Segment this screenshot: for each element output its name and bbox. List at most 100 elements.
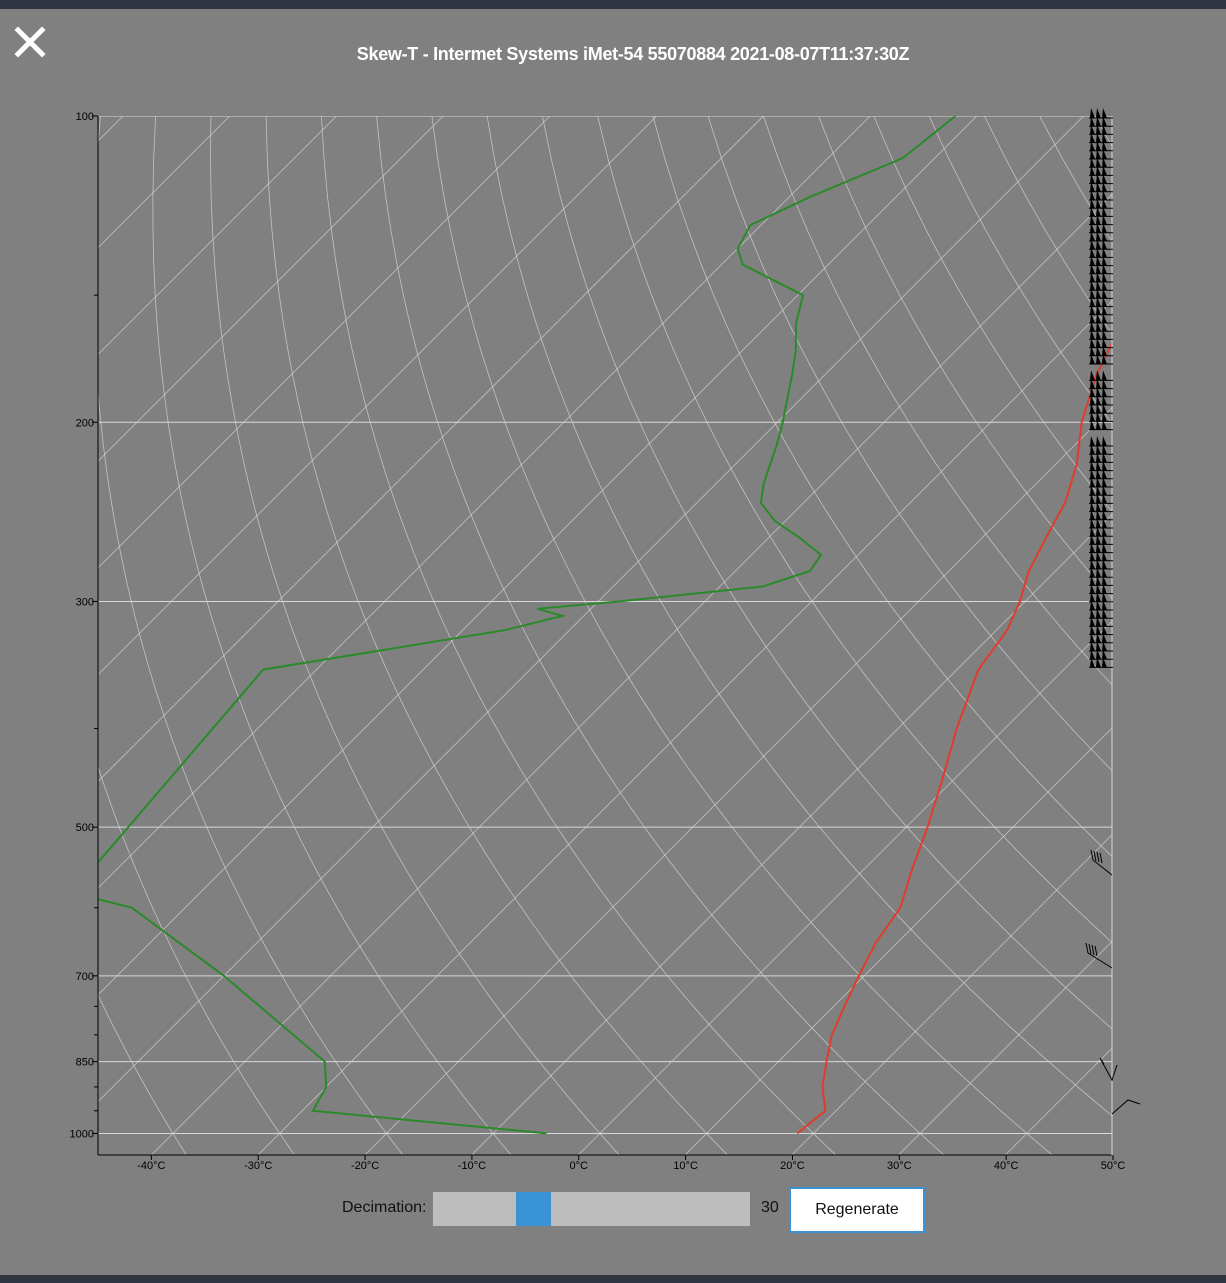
barb-flag: [1102, 132, 1107, 143]
dry-adiabat: [597, 116, 1112, 943]
decimation-slider[interactable]: [433, 1192, 750, 1226]
barb-flag: [1090, 395, 1095, 405]
barb-flag: [1102, 190, 1107, 200]
barb-flag: [1096, 575, 1101, 586]
barb-flag: [1090, 288, 1095, 299]
wind-barb: [1089, 231, 1113, 242]
barb-flag: [1090, 165, 1095, 176]
barb-flag: [1096, 214, 1101, 225]
x-tick-label: -20°C: [351, 1160, 379, 1172]
barb-flag: [1102, 542, 1107, 553]
barb-flag: [1096, 509, 1101, 520]
barb-flag: [1102, 280, 1107, 291]
barb-flag: [1102, 149, 1107, 159]
barb-flag: [1102, 477, 1107, 487]
isotherm-line: [151, 193, 1112, 1155]
barb-flag: [1090, 567, 1095, 578]
x-tick-label: -10°C: [458, 1160, 486, 1172]
barb-flag: [1096, 321, 1101, 332]
wind-barb: [1085, 942, 1113, 969]
wind-barb: [1089, 493, 1113, 504]
isotherm-line: [98, 116, 657, 676]
dry-adiabat: [1094, 116, 1112, 147]
dry-adiabat: [265, 116, 728, 1155]
barb-flag: [1090, 493, 1095, 504]
wind-barb: [1089, 386, 1113, 398]
wind-barb: [1089, 509, 1113, 521]
isotherm-line: [257, 300, 1112, 1155]
barb-flag: [1090, 354, 1095, 364]
barb-flag: [1102, 108, 1107, 118]
barb-flag: [1096, 198, 1101, 209]
barb-flag: [1090, 173, 1095, 184]
barb-flag: [1090, 444, 1095, 455]
barb-flag: [1102, 304, 1107, 315]
barb-flag: [1096, 501, 1101, 512]
wind-barb: [1089, 411, 1113, 422]
wind-barb: [1089, 132, 1113, 144]
barb-flag: [1090, 206, 1095, 217]
barb-flag: [1090, 583, 1095, 594]
barb-flag: [1090, 222, 1095, 233]
dry-adiabat: [652, 116, 1112, 857]
barb-flag: [1096, 149, 1101, 159]
wind-barb: [1089, 296, 1113, 308]
wind-barb: [1089, 649, 1113, 660]
wind-barb: [1089, 485, 1113, 496]
close-button[interactable]: [12, 24, 48, 60]
skew-t-chart: 100 200 300 500 700 850 1000 -40°C -30°C -20°C -10…: [70, 108, 1141, 1172]
wind-barb: [1089, 452, 1113, 463]
dry-adiabat: [321, 116, 837, 1155]
regenerate-button[interactable]: Regenerate: [789, 1187, 925, 1233]
barb-flag: [1096, 493, 1101, 504]
barb-flag: [1090, 477, 1095, 487]
barb-flag: [1102, 140, 1107, 151]
barb-feather: [1099, 852, 1103, 864]
barb-flag: [1090, 321, 1095, 332]
barb-feather: [1093, 850, 1097, 862]
barb-flag: [1090, 304, 1095, 315]
wind-barb: [1089, 608, 1113, 619]
decimation-slider-thumb[interactable]: [516, 1192, 551, 1226]
x-tick-label: 40°C: [994, 1160, 1019, 1172]
decimation-value: 30: [761, 1199, 779, 1216]
isotherm-line: [364, 407, 1112, 1155]
top-bar: [0, 0, 1226, 9]
barb-flag: [1090, 608, 1095, 619]
isotherm-line: [578, 620, 1112, 1155]
barb-flag: [1096, 190, 1101, 200]
wind-barb: [1089, 255, 1113, 267]
barb-flag: [1096, 559, 1101, 569]
barb-flag: [1090, 485, 1095, 496]
dry-adiabat: [873, 116, 1112, 513]
x-tick-label: 10°C: [673, 1160, 698, 1172]
barb-flag: [1102, 526, 1107, 537]
barb-flag: [1096, 116, 1101, 127]
barb-flag: [1090, 378, 1095, 389]
barb-flag: [1090, 501, 1095, 512]
y-tick-label: 850: [76, 1057, 94, 1069]
controls-bar: Decimation: 30 Regenerate: [0, 1186, 1226, 1234]
y-tick-label: 200: [76, 417, 94, 429]
barb-flag: [1090, 452, 1095, 463]
barb-flag: [1096, 550, 1101, 561]
barb-flag: [1090, 591, 1095, 602]
isotherm-line: [471, 514, 1112, 1155]
wind-barb: [1089, 370, 1113, 381]
barb-flag: [1096, 600, 1101, 610]
barb-flag: [1090, 132, 1095, 143]
isotherm-line: [791, 834, 1112, 1155]
barb-flag: [1090, 386, 1095, 397]
wind-barb: [1090, 849, 1113, 876]
barb-flag: [1090, 632, 1095, 643]
barb-flag: [1096, 583, 1101, 594]
barb-flag: [1096, 411, 1101, 422]
barb-flag: [1096, 591, 1101, 602]
isotherm-line: [98, 116, 1084, 1103]
wind-barb: [1089, 280, 1113, 291]
barb-flag: [1102, 624, 1107, 635]
barb-flag: [1090, 509, 1095, 520]
barb-flag: [1096, 403, 1101, 414]
barb-flag: [1096, 337, 1101, 348]
barb-staff: [1087, 952, 1113, 969]
